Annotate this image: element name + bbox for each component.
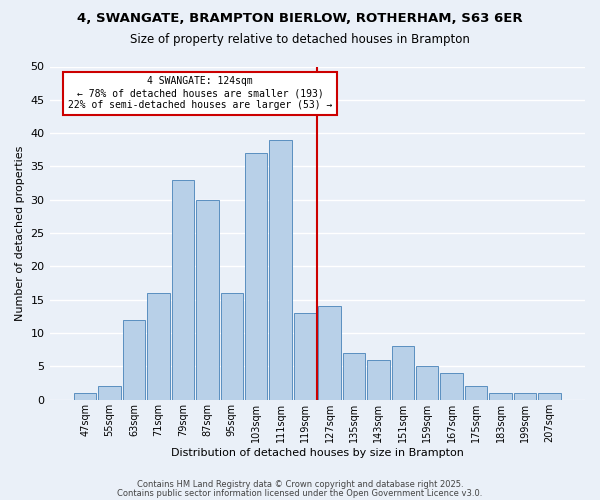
Bar (343, 353, 365, 400)
Bar (269, 140, 292, 400)
Bar (196, 200, 218, 400)
Text: Contains HM Land Registry data © Crown copyright and database right 2025.: Contains HM Land Registry data © Crown c… (137, 480, 463, 489)
Bar (98, 386, 121, 400)
Bar (440, 373, 463, 400)
Bar (514, 393, 536, 400)
Bar (490, 393, 512, 400)
Bar (74, 393, 97, 400)
Text: Contains public sector information licensed under the Open Government Licence v3: Contains public sector information licen… (118, 489, 482, 498)
Text: 4 SWANGATE: 124sqm
← 78% of detached houses are smaller (193)
22% of semi-detach: 4 SWANGATE: 124sqm ← 78% of detached hou… (68, 76, 332, 110)
Y-axis label: Number of detached properties: Number of detached properties (15, 146, 25, 321)
Bar (245, 153, 268, 400)
Bar (221, 293, 243, 400)
Text: 4, SWANGATE, BRAMPTON BIERLOW, ROTHERHAM, S63 6ER: 4, SWANGATE, BRAMPTON BIERLOW, ROTHERHAM… (77, 12, 523, 26)
Bar (416, 366, 439, 400)
Bar (392, 346, 414, 400)
Bar (294, 313, 316, 400)
Bar (318, 306, 341, 400)
Bar (367, 360, 389, 400)
Bar (123, 320, 145, 400)
X-axis label: Distribution of detached houses by size in Brampton: Distribution of detached houses by size … (171, 448, 464, 458)
Bar (465, 386, 487, 400)
Bar (172, 180, 194, 400)
Bar (147, 293, 170, 400)
Bar (538, 393, 560, 400)
Text: Size of property relative to detached houses in Brampton: Size of property relative to detached ho… (130, 32, 470, 46)
